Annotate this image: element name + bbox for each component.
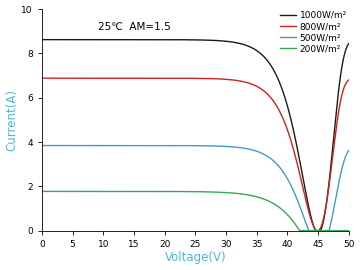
800W/m² <box>347 79 351 82</box>
800W/m² <box>40 77 44 80</box>
800W/m² <box>55 77 60 80</box>
Line: 800W/m²: 800W/m² <box>42 78 349 231</box>
200W/m² <box>338 229 342 232</box>
1000W/m² <box>55 38 60 41</box>
200W/m² <box>298 229 302 232</box>
Line: 500W/m²: 500W/m² <box>42 146 349 231</box>
200W/m² <box>347 229 351 232</box>
200W/m² <box>55 190 60 193</box>
500W/m² <box>338 176 342 179</box>
800W/m² <box>281 118 285 121</box>
500W/m² <box>181 144 185 147</box>
Legend: 1000W/m², 800W/m², 500W/m², 200W/m²: 1000W/m², 800W/m², 500W/m², 200W/m² <box>279 10 348 55</box>
Y-axis label: Current(A): Current(A) <box>5 89 19 151</box>
200W/m² <box>281 209 285 212</box>
1000W/m² <box>347 42 351 45</box>
800W/m² <box>338 102 342 106</box>
Line: 200W/m²: 200W/m² <box>42 191 349 231</box>
500W/m² <box>281 171 285 174</box>
800W/m² <box>338 103 342 106</box>
200W/m² <box>40 190 44 193</box>
1000W/m² <box>338 79 342 83</box>
200W/m² <box>181 190 185 193</box>
1000W/m² <box>181 38 185 41</box>
Line: 1000W/m²: 1000W/m² <box>42 40 349 231</box>
500W/m² <box>347 149 351 152</box>
1000W/m² <box>314 229 318 232</box>
500W/m² <box>55 144 60 147</box>
500W/m² <box>189 144 193 147</box>
Text: 25℃  AM=1.5: 25℃ AM=1.5 <box>98 22 170 32</box>
1000W/m² <box>40 38 44 41</box>
500W/m² <box>40 144 44 147</box>
X-axis label: Voltage(V): Voltage(V) <box>165 251 226 264</box>
1000W/m² <box>281 92 285 95</box>
800W/m² <box>181 77 185 80</box>
500W/m² <box>338 176 342 180</box>
1000W/m² <box>338 78 342 82</box>
800W/m² <box>315 229 319 232</box>
200W/m² <box>338 229 342 232</box>
800W/m² <box>189 77 193 80</box>
1000W/m² <box>189 38 193 41</box>
200W/m² <box>189 190 193 193</box>
500W/m² <box>307 229 311 232</box>
